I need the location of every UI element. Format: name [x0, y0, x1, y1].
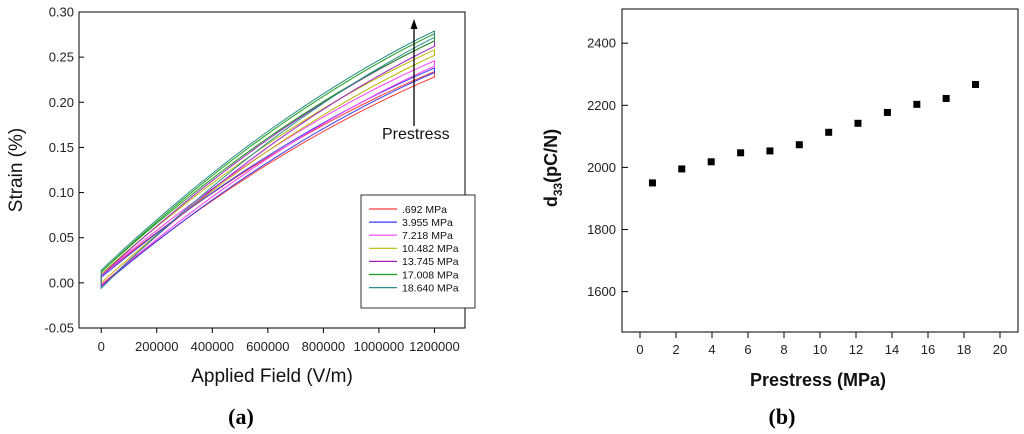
prestress-annotation-label: Prestress [382, 126, 450, 143]
x-tick-label: 12 [849, 342, 863, 357]
y-tick-label: -0.05 [44, 321, 74, 336]
panel-b-data-points [648, 80, 980, 187]
legend-label: 10.482 MPa [402, 243, 459, 255]
legend-label: 3.955 MPa [402, 217, 453, 229]
x-tick-label: 4 [708, 342, 715, 357]
legend-label: 7.218 MPa [402, 230, 453, 242]
panel-a-x-axis: 0 200000 400000 600000 800000 1000000 1200000 [98, 328, 460, 354]
panel-b-x-axis-title: Prestress (MPa) [750, 370, 886, 390]
panel-a-plot-frame [78, 11, 466, 329]
data-point-marker [913, 100, 921, 108]
y-title-rest: (pC/N) [541, 129, 561, 183]
legend-label: 13.745 MPa [402, 256, 459, 268]
x-tick-label: 18 [957, 342, 971, 357]
data-point-marker [648, 179, 656, 187]
data-point-marker [854, 119, 862, 127]
x-tick-label: 0 [98, 339, 105, 354]
series-loop [100, 49, 435, 285]
x-tick-label: 400000 [191, 339, 234, 354]
series-loop [100, 30, 435, 290]
x-tick-label: 1000000 [354, 339, 405, 354]
y-tick-label: 1800 [587, 222, 616, 237]
y-tick-label: 2200 [587, 98, 616, 113]
y-tick-label: 0.10 [49, 185, 74, 200]
data-point-marker [766, 147, 774, 155]
panel-a-strain-chart: -0.05 0.00 0.05 0.10 0.15 0.20 0.25 0.30 0 20000… [6, 5, 476, 387]
x-tick-label: 200000 [135, 339, 178, 354]
panel-a-y-axis: -0.05 0.00 0.05 0.10 0.15 0.20 0.25 0.30 [44, 5, 84, 336]
x-tick-label: 10 [813, 342, 827, 357]
y-title-subscript: 33 [551, 182, 565, 196]
panel-b-x-axis: 0 2 4 6 8 10 12 14 16 18 20 [636, 332, 1007, 357]
prestress-arrow-head [410, 19, 418, 29]
y-tick-label: 0.30 [49, 5, 74, 20]
panel-b-d33-chart: 1600 1800 2000 2200 2400 0 2 4 6 8 10 12 14 16 18 20 P… [541, 8, 1019, 390]
y-tick-label: 0.25 [49, 50, 74, 65]
data-point-marker [825, 128, 833, 136]
y-tick-label: 2400 [587, 36, 616, 51]
x-tick-label: 2 [672, 342, 679, 357]
x-tick-label: 800000 [302, 339, 345, 354]
legend-box [360, 194, 476, 309]
data-point-marker [707, 158, 715, 166]
panel-a-y-axis-title: Strain (%) [6, 128, 27, 212]
x-tick-label: 16 [921, 342, 935, 357]
x-tick-label: 8 [780, 342, 787, 357]
y-tick-label: 0.05 [49, 230, 74, 245]
data-point-marker [972, 80, 980, 88]
caption-b: (b) [769, 404, 796, 429]
data-point-marker [942, 94, 950, 102]
series-loop [100, 67, 435, 288]
data-point-marker [737, 149, 745, 157]
x-tick-label: 0 [636, 342, 643, 357]
x-tick-label: 20 [993, 342, 1007, 357]
y-tick-label: 0.15 [49, 140, 74, 155]
data-point-marker [883, 108, 891, 116]
panel-a-x-axis-title: Applied Field (V/m) [191, 366, 353, 387]
x-tick-label: 1200000 [409, 339, 460, 354]
caption-a: (a) [228, 404, 254, 429]
panel-a-series-curves [100, 30, 435, 290]
y-tick-label: 2000 [587, 160, 616, 175]
panel-b-y-axis: 1600 1800 2000 2200 2400 [587, 36, 628, 299]
legend-label: 17.008 MPa [402, 269, 459, 281]
data-point-marker [678, 165, 686, 173]
x-tick-label: 14 [885, 342, 899, 357]
y-tick-label: 0.20 [49, 95, 74, 110]
series-loop [100, 60, 435, 287]
x-tick-label: 6 [744, 342, 751, 357]
legend-label: 18.640 MPa [402, 282, 459, 294]
y-title-main: d [541, 196, 561, 207]
data-point-marker [795, 141, 803, 149]
x-tick-label: 600000 [246, 339, 289, 354]
legend-label: .692 MPa [402, 204, 447, 216]
y-tick-label: 1600 [587, 284, 616, 299]
y-tick-label: 0.00 [49, 275, 74, 290]
panel-b-y-axis-title: d33(pC/N) [541, 129, 565, 207]
